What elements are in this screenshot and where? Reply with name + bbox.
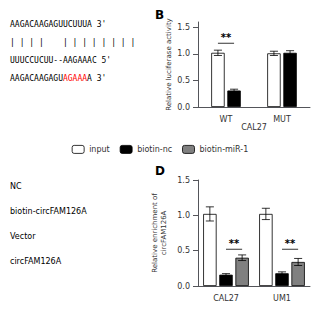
svg-text:**: **	[221, 32, 232, 43]
svg-text:CAL27: CAL27	[241, 123, 267, 132]
svg-text:**: **	[229, 238, 240, 249]
svg-text:Relative luciferase activity: Relative luciferase activity	[165, 18, 173, 111]
svg-text:AGAAA: AGAAA	[63, 74, 87, 83]
svg-text:MUT: MUT	[273, 115, 291, 124]
svg-text:AAGACAAGAGUUCUUUA 3': AAGACAAGAGUUCUUUA 3'	[10, 20, 106, 29]
svg-text:B: B	[155, 8, 164, 22]
svg-text:biotin-miR-1: biotin-miR-1	[200, 145, 249, 154]
svg-text:biotin-circFAM126A: biotin-circFAM126A	[10, 207, 87, 216]
svg-text:UM1: UM1	[273, 294, 291, 303]
svg-text:Relative enrichment of: Relative enrichment of	[151, 193, 159, 273]
svg-text:1.0: 1.0	[177, 211, 190, 220]
svg-text:| | | |: | | | |	[10, 38, 44, 47]
svg-text:AAGACAAGAGU: AAGACAAGAGU	[10, 74, 63, 83]
svg-text:0.5: 0.5	[177, 246, 190, 255]
svg-text:WT: WT	[220, 115, 233, 124]
svg-text:0.0: 0.0	[177, 282, 190, 291]
svg-text:A 3': A 3'	[87, 74, 106, 83]
svg-text:input: input	[89, 145, 110, 154]
svg-text:D: D	[155, 164, 165, 178]
svg-text:| | | | | | | |: | | | | | | | |	[63, 38, 135, 47]
svg-text:circFAM126A: circFAM126A	[10, 257, 62, 266]
svg-text:0.0: 0.0	[177, 103, 190, 112]
svg-text:1.0: 1.0	[177, 49, 190, 58]
svg-text:CAL27: CAL27	[213, 294, 239, 303]
svg-text:NC: NC	[10, 182, 22, 191]
svg-text:UUUCCUCUU--AAGAAAC 5': UUUCCUCUU--AAGAAAC 5'	[10, 56, 111, 65]
svg-text:**: **	[285, 238, 296, 249]
svg-text:1.5: 1.5	[177, 176, 190, 185]
svg-text:Vector: Vector	[10, 232, 36, 241]
svg-text:circFAM126A: circFAM126A	[160, 210, 168, 255]
svg-text:1.5: 1.5	[177, 23, 190, 32]
svg-text:biotin-nc: biotin-nc	[137, 145, 172, 154]
svg-text:0.5: 0.5	[177, 76, 190, 85]
